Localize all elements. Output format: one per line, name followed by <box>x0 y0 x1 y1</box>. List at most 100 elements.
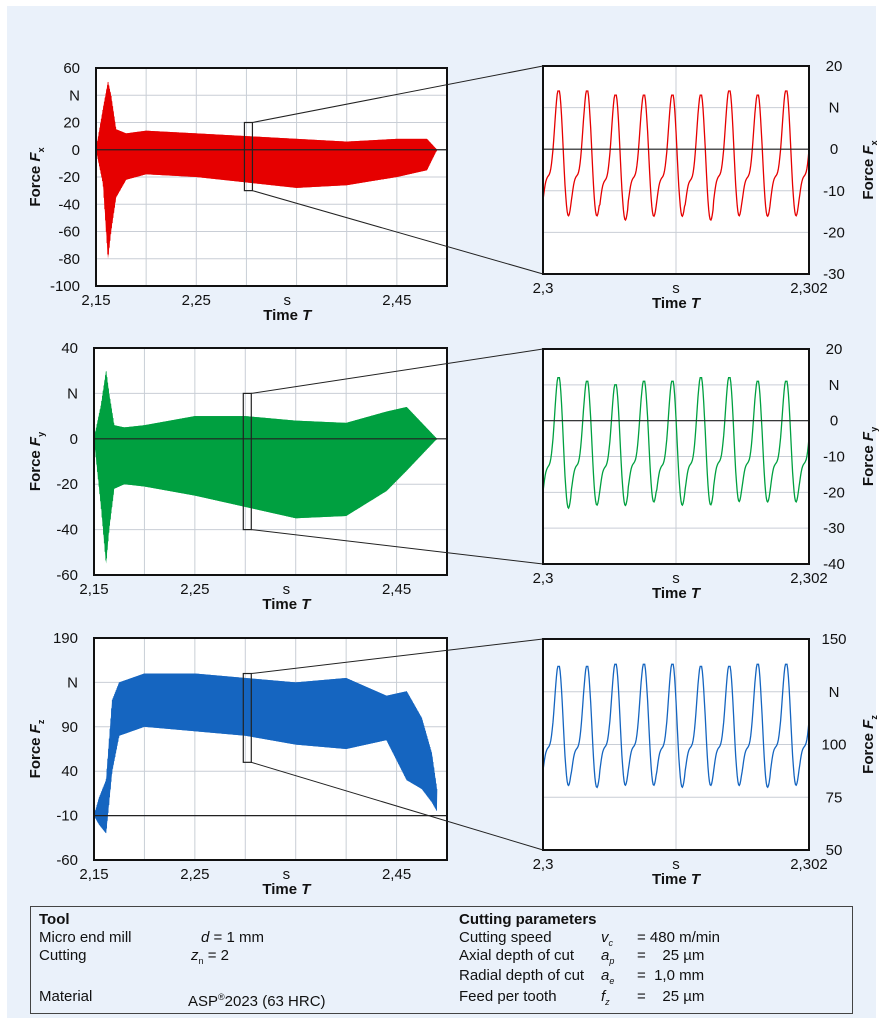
fx-overview-y-title-symbol: F <box>27 152 44 162</box>
fz-detail-ytick-label: 100 <box>821 737 846 754</box>
fx-overview-series-line <box>95 81 438 255</box>
fz-overview-x-title-word: Time <box>262 881 301 898</box>
fx-overview-ytick-label: 0 <box>72 142 80 159</box>
fy-detail-y-title-sub: y <box>869 427 879 432</box>
teeth-value: = 2 <box>207 947 229 964</box>
fz-overview-ytick-label: 90 <box>61 719 78 736</box>
fz-overview-y-title-symbol: F <box>27 723 44 733</box>
fy-overview-xtick-label: 2,45 <box>382 581 411 598</box>
axial-label: Axial depth of cut <box>459 947 575 964</box>
fz-overview-xtick-label: 2,45 <box>382 866 411 883</box>
fz-overview-zoom-connector-bottom <box>251 761 544 851</box>
fx-overview-x-title: Time T <box>263 307 313 324</box>
fz-detail-y-title-word: Force <box>860 729 877 774</box>
fx-detail-xtick-label: 2,3 <box>533 280 554 297</box>
fx-overview-ytick-label: 60 <box>63 60 80 77</box>
material-sup: ® <box>218 992 225 1002</box>
fz-detail-ytick-label: 75 <box>826 789 843 806</box>
fx-detail-y-title-sub: x <box>869 140 879 145</box>
parameter-box: Tool Micro end mill d = 1 mm Cutting zn … <box>30 906 853 1014</box>
speed-value: = 480 m/min <box>637 929 720 946</box>
fx-detail-xtick-label: 2,302 <box>790 280 828 297</box>
fz-overview-y-title-sub: z <box>36 719 46 724</box>
fz-detail-y-title: Force Fz <box>860 715 879 774</box>
fy-detail-xtick-label: 2,3 <box>533 570 554 587</box>
fz-overview-xtick-label: 2,15 <box>79 866 108 883</box>
fz-overview-series-line <box>93 673 438 834</box>
fz-detail-y-title-symbol: F <box>860 719 877 729</box>
fy-detail-ytick-label: 0 <box>830 413 838 430</box>
fx-overview-frame <box>95 67 448 287</box>
fx-overview-xtick-label: 2,15 <box>81 292 110 309</box>
axial-symbol: ap <box>601 947 615 967</box>
fx-detail-ytick-label: -20 <box>823 224 845 241</box>
fy-overview-series-line <box>93 371 438 561</box>
fy-overview-xtick-label: 2,25 <box>180 581 209 598</box>
fx-overview-x-title-word: Time <box>263 307 302 324</box>
tool-title: Tool <box>39 911 70 928</box>
radial-symbol: ae <box>601 967 615 987</box>
teeth-sub: n <box>198 956 204 966</box>
fy-overview-ytick-label: 40 <box>61 340 78 357</box>
axial-value: = 25 µm <box>637 947 705 964</box>
fz-overview-x-title: Time T <box>262 881 312 898</box>
fz-detail-x-title: Time T <box>652 871 702 888</box>
fx-overview-ytick-label: 20 <box>63 115 80 132</box>
fy-detail-x-unit: s <box>672 570 680 587</box>
fy-detail-y-title-symbol: F <box>860 431 877 441</box>
fx-detail-series-line <box>542 90 810 222</box>
fy-overview-frame <box>93 347 448 576</box>
fy-overview-zoom-connector-bottom <box>251 529 544 565</box>
fz-detail-xtick-label: 2,302 <box>790 856 828 873</box>
fy-overview-x-title: Time T <box>262 596 312 613</box>
fx-detail-ytick-label: -30 <box>823 266 845 283</box>
fx-overview-x-unit: s <box>284 292 292 309</box>
fx-detail-x-title-word: Time <box>652 295 691 312</box>
fx-overview-ytick-label: -60 <box>58 224 80 241</box>
fx-detail-x-unit: s <box>672 280 680 297</box>
fy-overview-ytick-label: -20 <box>56 476 78 493</box>
fy-detail-xtick-label: 2,302 <box>790 570 828 587</box>
fy-overview-x-title-word: Time <box>262 596 301 613</box>
tool-name: Micro end mill <box>39 929 132 946</box>
fz-overview-ytick-label: -60 <box>56 852 78 869</box>
fz-detail-y-unit: N <box>829 684 840 701</box>
fx-detail-ytick-label: -10 <box>823 183 845 200</box>
fy-detail-x-title-symbol: T <box>691 585 702 602</box>
fx-detail-ytick-label: 20 <box>826 58 843 75</box>
fz-overview-zoom-window <box>242 672 252 763</box>
fx-detail-x-title: Time T <box>652 295 702 312</box>
fy-overview-ytick-label: -40 <box>56 522 78 539</box>
fy-overview-y-title-sub: y <box>36 432 46 437</box>
fy-overview-ytick-label: 0 <box>70 431 78 448</box>
fy-overview-ytick-label: -60 <box>56 567 78 584</box>
teeth-symbol: z <box>191 947 199 964</box>
fz-detail-ytick-label: 50 <box>826 842 843 859</box>
fy-detail-ytick-label: 20 <box>826 341 843 358</box>
fy-detail-y-unit: N <box>829 377 840 394</box>
fz-overview-zoom-connector-top <box>251 638 544 675</box>
fz-detail-ytick-label: 150 <box>821 631 846 648</box>
fy-overview-y-unit: N <box>67 385 78 402</box>
fx-overview-zoom-connector-top <box>252 65 544 123</box>
fx-overview-xtick-label: 2,45 <box>382 292 411 309</box>
fz-overview-ytick-label: -10 <box>56 808 78 825</box>
fz-detail-x-title-word: Time <box>652 871 691 888</box>
fz-overview-y-unit: N <box>67 674 78 691</box>
diameter-value: = 1 mm <box>213 929 264 946</box>
cutting-label: Cutting <box>39 947 87 964</box>
fy-overview-x-title-symbol: T <box>301 596 312 613</box>
tool-diameter: d = 1 mm <box>201 930 264 946</box>
tool-teeth: zn = 2 <box>191 948 229 969</box>
fx-detail-y-title: Force Fx <box>860 140 879 199</box>
fz-overview-xtick-label: 2,25 <box>180 866 209 883</box>
fx-detail-ytick-label: 0 <box>830 141 838 158</box>
fx-overview-y-unit: N <box>69 87 80 104</box>
